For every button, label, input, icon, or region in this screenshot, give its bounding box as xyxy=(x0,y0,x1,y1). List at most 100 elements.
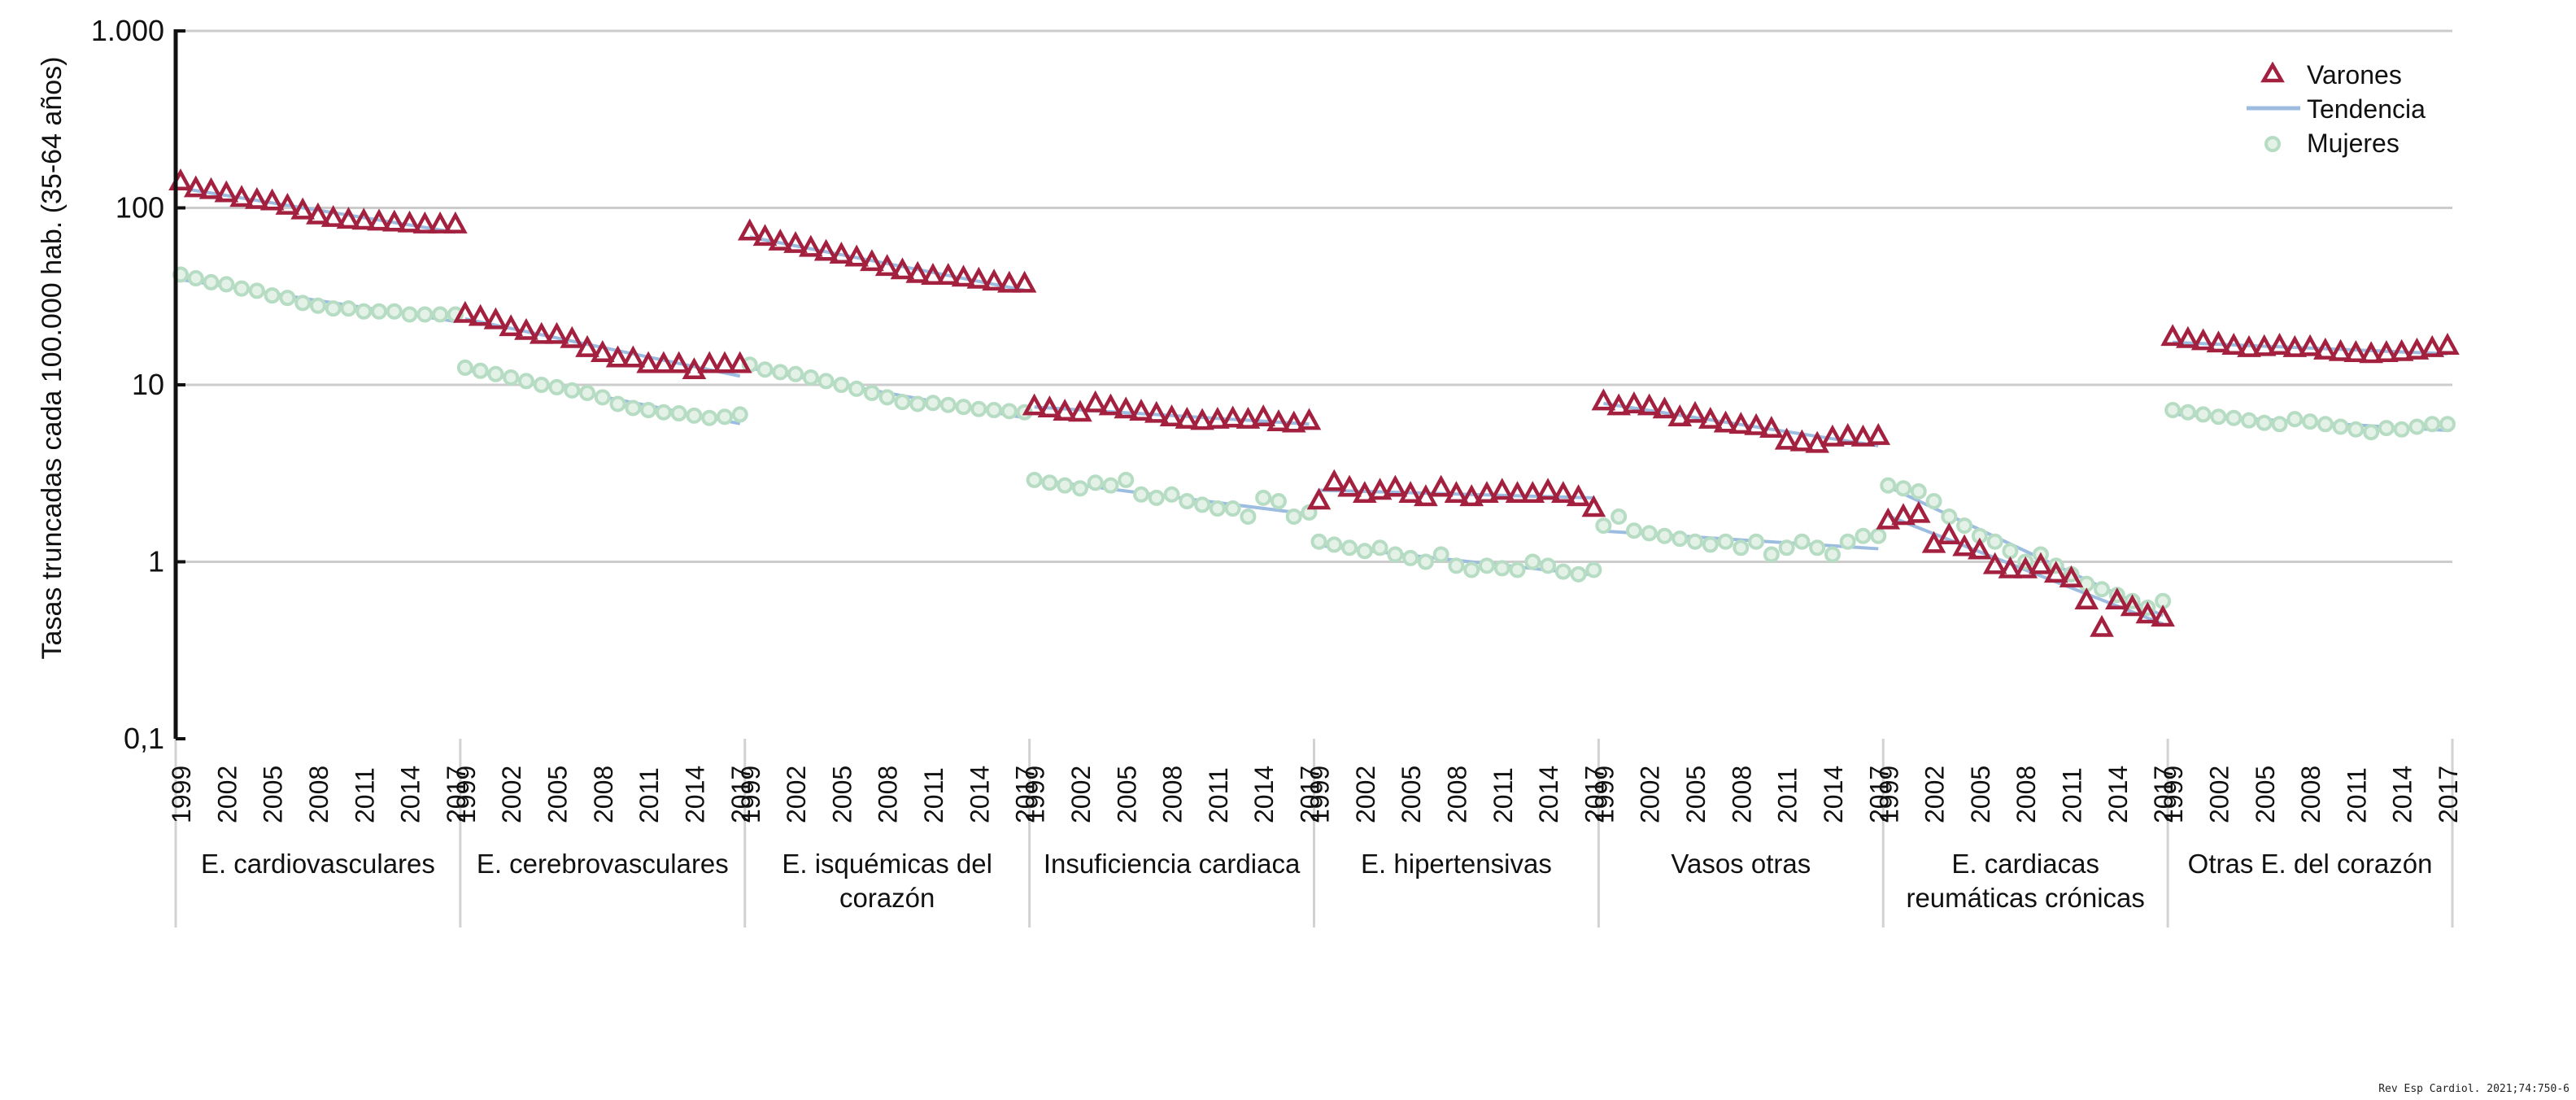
point-mujeres xyxy=(1148,489,1165,506)
point-varones xyxy=(605,345,630,368)
point-mujeres xyxy=(1463,561,1480,578)
point-varones xyxy=(1129,399,1153,421)
point-varones xyxy=(1428,474,1454,497)
x-tick-label: 1999 xyxy=(736,766,765,823)
point-varones xyxy=(1297,408,1322,430)
point-mujeres xyxy=(432,306,449,323)
point-mujeres xyxy=(2256,414,2273,431)
point-mujeres xyxy=(787,365,804,382)
point-mujeres xyxy=(1554,563,1571,580)
point-mujeres xyxy=(1326,536,1343,553)
point-mujeres xyxy=(1570,565,1587,583)
x-tick-label: 2008 xyxy=(1158,766,1188,823)
point-varones xyxy=(1353,481,1377,504)
point-mujeres xyxy=(1910,482,1927,500)
point-mujeres xyxy=(2225,409,2243,426)
point-varones xyxy=(1098,393,1123,416)
group-label: Vasos otras xyxy=(1671,849,1811,879)
point-varones xyxy=(737,218,762,241)
point-mujeres xyxy=(1071,480,1088,497)
point-varones xyxy=(443,211,468,234)
point-mujeres xyxy=(1672,530,1689,548)
y-tick-label: 0,1 xyxy=(124,722,164,755)
x-tick-label: 2008 xyxy=(2012,766,2041,823)
point-mujeres xyxy=(2271,416,2288,433)
point-varones xyxy=(275,192,300,215)
x-tick-label: 2005 xyxy=(1397,766,1426,823)
point-mujeres xyxy=(1102,477,1119,494)
point-mujeres xyxy=(701,409,718,426)
point-mujeres xyxy=(2302,413,2319,430)
point-mujeres xyxy=(1448,557,1465,574)
point-varones xyxy=(1083,390,1108,412)
point-mujeres xyxy=(640,402,657,419)
point-varones xyxy=(1835,422,1860,445)
y-tick-label: 1 xyxy=(148,545,164,578)
point-varones xyxy=(652,351,676,373)
point-varones xyxy=(2074,587,2099,610)
x-tick-label: 2017 xyxy=(2434,766,2463,823)
x-tick-label: 2017 xyxy=(1580,766,1609,823)
trend-line-varones xyxy=(2173,340,2448,356)
point-varones xyxy=(1566,484,1591,507)
point-varones xyxy=(935,263,961,285)
point-mujeres xyxy=(716,408,733,426)
x-tick-label: 2005 xyxy=(827,766,856,823)
point-varones xyxy=(2328,338,2353,361)
point-mujeres xyxy=(1824,546,1841,563)
point-varones xyxy=(1220,405,1245,428)
point-mujeres xyxy=(1270,493,1287,510)
point-varones xyxy=(813,238,839,261)
point-varones xyxy=(860,249,884,272)
point-mujeres xyxy=(848,380,865,397)
point-varones xyxy=(544,321,569,344)
point-varones xyxy=(1114,396,1139,419)
point-mujeres xyxy=(894,394,911,411)
point-mujeres xyxy=(1641,525,1658,542)
x-tick-label: 2008 xyxy=(304,766,333,823)
point-varones xyxy=(1591,388,1616,411)
point-mujeres xyxy=(1895,480,1912,497)
legend-varones-label: Varones xyxy=(2307,60,2402,89)
point-mujeres xyxy=(401,306,418,323)
x-tick-label: 2002 xyxy=(2204,766,2234,823)
point-mujeres xyxy=(2393,421,2410,438)
point-mujeres xyxy=(986,402,1003,419)
point-mujeres xyxy=(1478,557,1495,574)
point-mujeres xyxy=(955,399,972,416)
point-varones xyxy=(397,210,422,233)
point-varones xyxy=(799,234,823,257)
point-mujeres xyxy=(548,378,565,395)
point-mujeres xyxy=(1941,508,1958,525)
point-mujeres xyxy=(1986,533,2003,550)
point-varones xyxy=(575,334,599,357)
point-varones xyxy=(290,197,315,220)
x-tick-label: 2002 xyxy=(1066,766,1096,823)
point-varones xyxy=(1622,391,1646,413)
point-varones xyxy=(1581,495,1606,517)
point-varones xyxy=(2160,324,2185,347)
point-varones xyxy=(752,224,778,247)
point-varones xyxy=(1022,393,1047,416)
point-mujeres xyxy=(1855,527,1872,544)
point-varones xyxy=(198,177,224,199)
point-varones xyxy=(783,230,808,253)
point-varones xyxy=(1475,481,1499,504)
point-mujeres xyxy=(970,400,987,417)
point-mujeres xyxy=(878,389,896,406)
point-varones xyxy=(1968,537,1992,560)
point-varones xyxy=(2298,334,2322,356)
x-tick-label: 2005 xyxy=(259,766,288,823)
point-varones xyxy=(468,303,493,326)
point-varones xyxy=(2237,334,2261,357)
point-mujeres xyxy=(1809,539,1826,557)
point-varones xyxy=(245,186,269,209)
x-tick-label: 1999 xyxy=(1021,766,1050,823)
x-tick-label: 2002 xyxy=(1351,766,1380,823)
x-tick-label: 1999 xyxy=(1874,766,1903,823)
point-varones xyxy=(560,325,585,348)
point-varones xyxy=(1159,404,1184,426)
group-label: reumáticas crónicas xyxy=(1906,883,2144,913)
